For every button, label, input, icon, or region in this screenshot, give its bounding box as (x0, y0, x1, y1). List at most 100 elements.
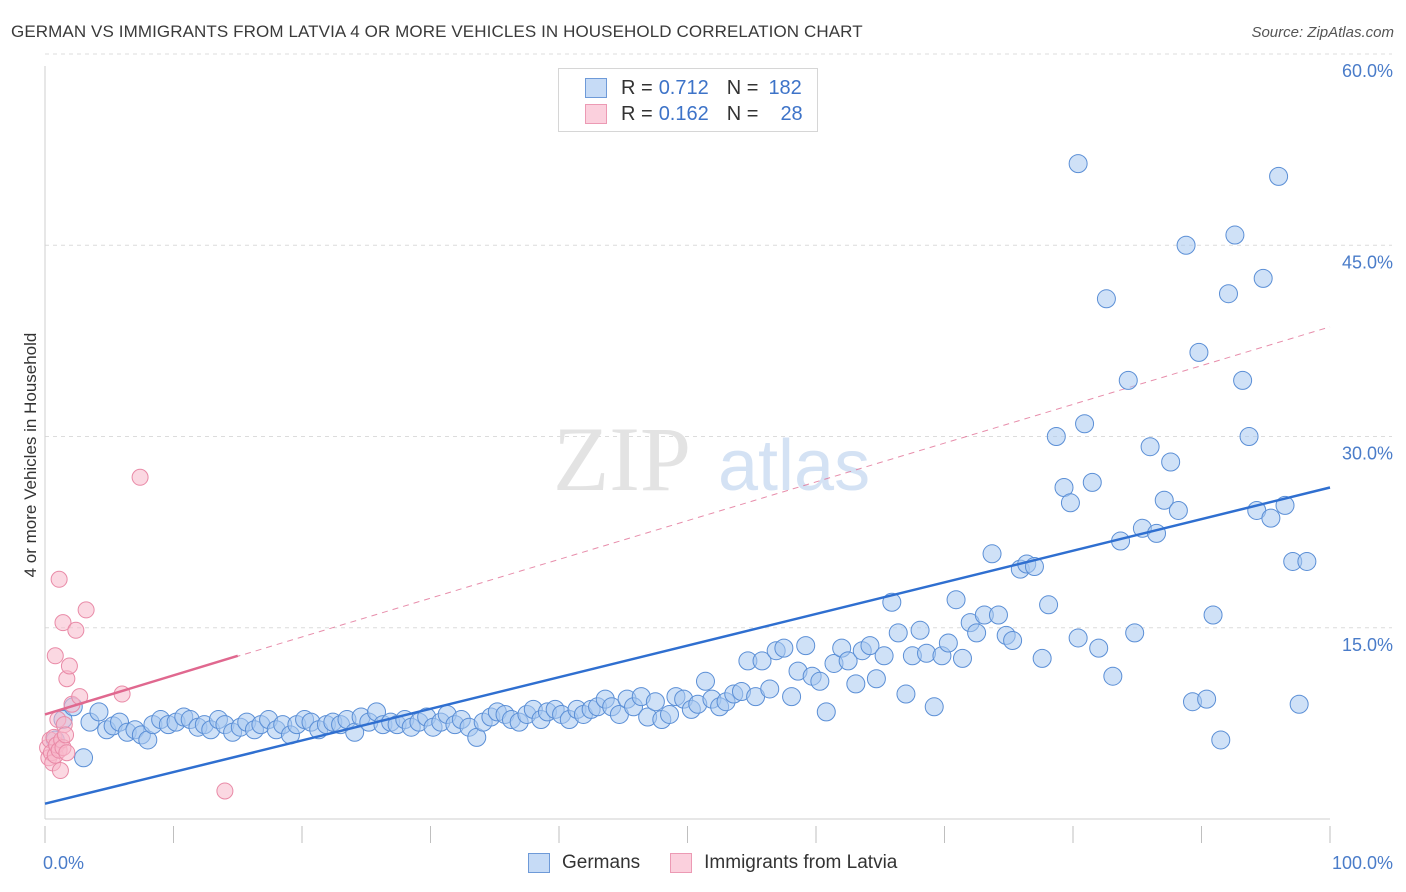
latvia-point (50, 570, 68, 588)
germans-point (838, 651, 858, 671)
germans-point (1161, 452, 1181, 472)
bottom-legend-germans: Germans (528, 852, 640, 874)
latvia-point (67, 621, 85, 639)
germans-point (952, 648, 972, 668)
legend-n-value: 182 (768, 76, 802, 99)
germans-point (1032, 648, 1052, 668)
watermark-atlas: atlas (718, 426, 870, 506)
germans-point (982, 544, 1002, 564)
germans-point (810, 671, 830, 691)
y-tick-label: 30.0% (1342, 444, 1393, 464)
germans-point (938, 633, 958, 653)
germans-point (782, 687, 802, 707)
germans-point (1118, 370, 1138, 390)
germans-point (89, 702, 109, 722)
germans-point (74, 748, 94, 768)
germans-point (1103, 666, 1123, 686)
germans-point (860, 636, 880, 656)
germans-point (1269, 166, 1289, 186)
latvia-point (60, 657, 78, 675)
bottom-legend-label-latvia: Immigrants from Latvia (704, 852, 898, 873)
latvia-point (58, 744, 76, 762)
germans-point (874, 646, 894, 666)
germans-point (1218, 284, 1238, 304)
legend-row-germans: R = 0.712 N = 182 (585, 75, 802, 101)
watermark-zip: ZIP (553, 408, 691, 510)
germans-point (946, 590, 966, 610)
legend-swatch-latvia (585, 104, 607, 124)
germans-point (1253, 268, 1273, 288)
germans-point (1168, 500, 1188, 520)
legend-r-label: R = (621, 102, 653, 125)
germans-point (896, 684, 916, 704)
germans-point (816, 702, 836, 722)
germans-point (1189, 342, 1209, 362)
germans-point (1289, 694, 1309, 714)
bottom-legend: Germans Immigrants from Latvia (528, 852, 927, 874)
germans-point (1225, 225, 1245, 245)
germans-points (45, 154, 1317, 768)
germans-trend-line (44, 486, 1331, 805)
germans-point (1096, 289, 1116, 309)
germans-point (1239, 427, 1259, 446)
latvia-point (51, 762, 69, 780)
germans-point (1154, 490, 1174, 510)
legend-n-value: 28 (780, 102, 803, 125)
y-tick-label: 15.0% (1342, 635, 1393, 655)
axes (44, 66, 1331, 843)
germans-point (924, 697, 944, 717)
legend-row-latvia: R = 0.162 N = 28 (585, 101, 803, 127)
x-tick-label: 100.0% (1332, 853, 1393, 873)
germans-point (774, 638, 794, 658)
bottom-legend-swatch-latvia (670, 853, 693, 873)
bottom-legend-label-germans: Germans (562, 852, 641, 873)
bottom-legend-latvia: Immigrants from Latvia (670, 852, 897, 874)
germans-point (1261, 508, 1281, 528)
bottom-legend-swatch-germans (528, 853, 550, 873)
legend-swatch-germans (585, 78, 607, 98)
legend-n-label: N = (726, 102, 759, 125)
germans-point (1211, 730, 1231, 750)
latvia-point (77, 601, 95, 619)
blue-trend-group (44, 486, 1331, 805)
germans-point (1046, 427, 1066, 446)
germans-point (1060, 493, 1080, 513)
legend-r-value: 0.712 (658, 76, 709, 99)
chart-source: Source: ZipAtlas.com (1251, 24, 1394, 41)
tick-labels: 15.0% 30.0% 45.0% 60.0% 0.0% 100.0% (43, 61, 1393, 873)
germans-point (1003, 631, 1023, 650)
grid-lines (45, 53, 1392, 629)
latvia-point (54, 614, 72, 632)
latvia-point (131, 468, 149, 486)
germans-point (1068, 154, 1088, 174)
germans-point (645, 692, 665, 712)
legend-n-label: N = (726, 76, 759, 99)
latvia-trend-line (44, 654, 239, 716)
germans-point (695, 671, 715, 691)
germans-point (1147, 523, 1167, 543)
latvia-point (57, 726, 75, 744)
germans-point (1233, 370, 1253, 390)
watermark: ZIP atlas (553, 408, 870, 510)
latvia-point (216, 782, 234, 800)
latvia-points (39, 468, 234, 800)
germans-point (910, 620, 930, 640)
germans-point (1125, 623, 1145, 643)
legend-r-value: 0.162 (658, 102, 709, 125)
legend-r-label: R = (621, 76, 653, 99)
germans-point (1197, 689, 1217, 709)
latvia-trend-extended (44, 326, 1331, 715)
y-axis-label: 4 or more Vehicles in Household (21, 333, 40, 578)
germans-point (1203, 605, 1223, 625)
germans-point (1039, 595, 1059, 615)
legend: R = 0.712 N = 182 R = 0.162 N = 28 (558, 68, 818, 132)
y-tick-label: 45.0% (1342, 252, 1393, 272)
germans-point (660, 704, 680, 724)
germans-point (888, 623, 908, 643)
pink-trend-group (44, 326, 1331, 715)
germans-point (796, 636, 816, 656)
germans-point (1140, 437, 1160, 457)
germans-point (1176, 235, 1196, 255)
latvia-point (46, 647, 64, 665)
